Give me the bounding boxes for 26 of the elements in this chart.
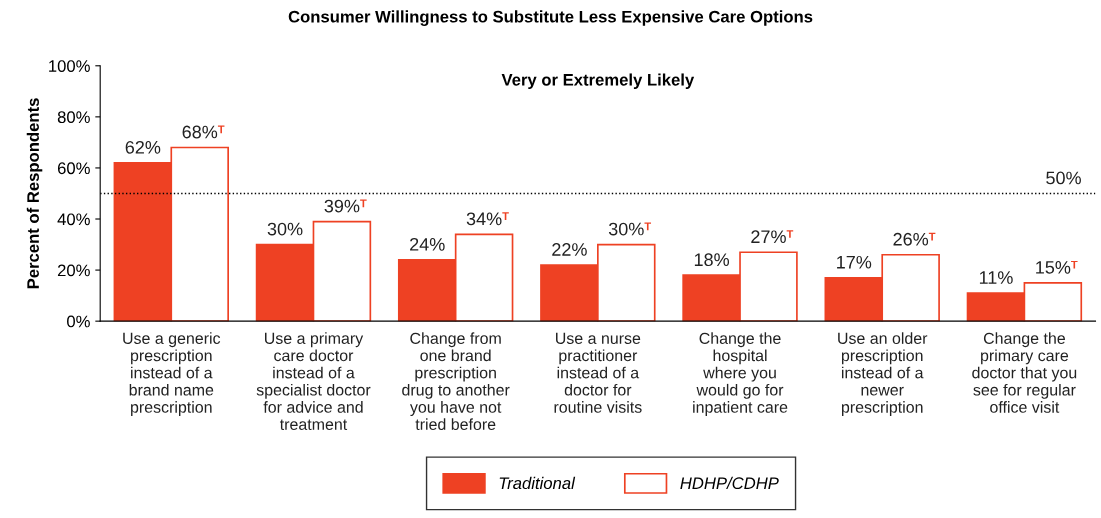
legend-label: Traditional (499, 476, 576, 490)
y-tick-label: 40% (57, 213, 90, 226)
data-label: 62% (125, 140, 161, 154)
data-label: 24% (410, 237, 445, 251)
y-tick-label: 0% (67, 315, 90, 328)
y-axis-title: Percent of Respondents (26, 98, 43, 289)
data-label: 17% (837, 255, 872, 269)
y-tick-label: 80% (57, 111, 90, 124)
x-tick-label: Use a generic prescription instead of a brand name prescription (123, 332, 221, 416)
ref-line-label: 50% (1046, 171, 1081, 185)
data-label: 30% (267, 222, 303, 236)
legend-label: HDHP/CDHP (680, 476, 779, 490)
x-tick-label: Change the hospital where you would go for inpatient care (693, 332, 788, 416)
data-label: 11% (979, 271, 1013, 284)
x-tick-label: Use a nurse practitioner instead of a doctor for routine visits (554, 332, 642, 413)
chart-subtitle: Very or Extremely Likely (501, 73, 695, 89)
x-tick-label: Use an older prescription instead of a newer prescription (838, 332, 928, 416)
x-tick-label: Change the primary care doctor that you see for regular office visit (972, 332, 1077, 413)
y-tick-label: 60% (57, 162, 90, 175)
x-tick-label: Use a primary care doctor instead of a specialist doctor for advice and treatment (256, 332, 371, 431)
data-label: 22% (552, 243, 587, 256)
y-tick-label: 100% (49, 60, 90, 72)
chart-title: Consumer Willingness to Substitute Less Expensive Care Options (288, 10, 813, 26)
data-label: 18% (694, 253, 730, 267)
x-tick-label: Change from one brand prescription drug to another you have not tried before (402, 332, 510, 431)
y-tick-label: 20% (57, 264, 90, 277)
